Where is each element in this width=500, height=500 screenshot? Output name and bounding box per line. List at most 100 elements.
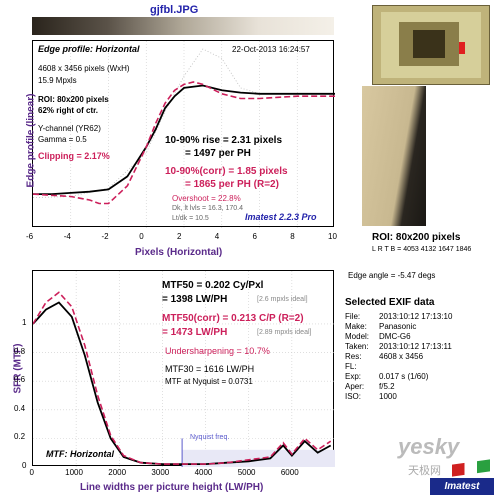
x-tick-label: 0 bbox=[29, 468, 34, 477]
exif-value: 4608 x 3456 bbox=[379, 352, 424, 361]
y-tick-label: 0.8 bbox=[14, 346, 26, 356]
mtf50-lwph: = 1398 LW/PH bbox=[162, 294, 228, 305]
mtf-plot bbox=[32, 270, 335, 467]
x-tick-label: -2 bbox=[101, 232, 109, 241]
exif-row: Exp: 0.017 s (1/60) bbox=[345, 372, 452, 382]
exif-value: Panasonic bbox=[379, 322, 417, 331]
logo-flag bbox=[452, 459, 490, 477]
exif-row: File: 2013:10:12 17:13:10 bbox=[345, 312, 452, 322]
exif-row: Make: Panasonic bbox=[345, 322, 452, 332]
imatest-logo: Imatest bbox=[430, 478, 494, 495]
mtf50corr-ideal: [2.89 mpxls ideal] bbox=[257, 329, 312, 336]
mtf50corr-value: MTF50(corr) = 0.213 C/P (R=2) bbox=[162, 313, 304, 324]
roi-label: ROI: 80x200 pixels bbox=[372, 232, 461, 243]
levels-value: Dk, lt lvls = 16.3, 170.4 bbox=[172, 205, 244, 212]
corrected-series-line bbox=[33, 81, 335, 205]
exif-value: 0.017 s (1/60) bbox=[379, 372, 429, 381]
gradient-strip bbox=[32, 17, 334, 35]
x-tick-label: 2000 bbox=[108, 468, 127, 477]
exif-key: Res: bbox=[345, 352, 362, 361]
mtf-corrected-line bbox=[33, 291, 332, 465]
edge-timestamp: 22-Oct-2013 16:24:57 bbox=[232, 45, 310, 54]
mtf-heading: MTF: Horizontal bbox=[46, 449, 114, 459]
roi-coords: L R T B = 4053 4132 1647 1846 bbox=[372, 246, 472, 253]
mtf50-ideal: [2.6 mpxls ideal] bbox=[257, 296, 308, 303]
watermark-yesky: yesky bbox=[398, 434, 460, 459]
exif-row: FL: bbox=[345, 362, 452, 372]
chart-thumbnail bbox=[372, 5, 490, 85]
x-tick-label: 5000 bbox=[237, 468, 256, 477]
exif-row: Model: DMC-G6 bbox=[345, 332, 452, 342]
edge-heading: Edge profile: Horizontal bbox=[38, 44, 140, 54]
exif-key: Exp: bbox=[345, 372, 362, 381]
mtf50-value: MTF50 = 0.202 Cy/Pxl bbox=[162, 280, 264, 291]
exif-value bbox=[379, 362, 452, 372]
x-tick-label: 4 bbox=[214, 232, 220, 241]
roi-position: 62% right of ctr. bbox=[38, 106, 99, 115]
exif-value: 2013:10:12 17:13:10 bbox=[379, 312, 453, 321]
gamma-info: Gamma = 0.5 bbox=[38, 135, 87, 144]
exif-title: Selected EXIF data bbox=[345, 297, 435, 308]
watermark-cn: 天极网 bbox=[408, 465, 441, 477]
exif-row: Aper: f/5.2 bbox=[345, 382, 452, 392]
exif-value: f/5.2 bbox=[379, 382, 395, 391]
y-tick-label: 0.6 bbox=[14, 375, 26, 385]
exif-key: File: bbox=[345, 312, 361, 321]
exif-key: ISO: bbox=[345, 392, 362, 401]
edge-profile-svg bbox=[33, 41, 335, 228]
imatest-version: Imatest 2.2.3 Pro bbox=[245, 212, 317, 222]
exif-row: Taken: 2013:10:12 17:13:11 bbox=[345, 342, 452, 352]
edge-ylabel: Edge profile (linear) bbox=[25, 93, 37, 188]
edge-profile-plot bbox=[32, 40, 335, 228]
mtf-xlabel: Line widths per picture height (LW/PH) bbox=[80, 482, 264, 493]
overshoot-value: Overshoot = 22.8% bbox=[172, 194, 241, 203]
mtf30-value: MTF30 = 1616 LW/PH bbox=[165, 364, 255, 374]
rise-value: 10-90% rise = 2.31 pixels bbox=[165, 135, 283, 146]
measured-series-line bbox=[33, 84, 335, 195]
y-tick-label: 0.2 bbox=[14, 432, 26, 442]
x-tick-label: 0 bbox=[139, 232, 144, 241]
window-title: gjfbl.JPG bbox=[150, 4, 199, 16]
exif-value: 1000 bbox=[379, 392, 397, 401]
edge-angle: Edge angle = -5.47 degs bbox=[348, 271, 436, 280]
clipping-info: Clipping = 2.17% bbox=[38, 151, 110, 161]
x-tick-label: -6 bbox=[26, 232, 34, 241]
rise-per-ph: = 1497 per PH bbox=[185, 148, 251, 159]
x-tick-label: 2 bbox=[177, 232, 182, 241]
y-tick-label: 0.4 bbox=[14, 403, 26, 413]
mtf50corr-lwph: = 1473 LW/PH bbox=[162, 327, 228, 338]
mtf-svg bbox=[33, 271, 335, 467]
mtf-nyquist-value: MTF at Nyquist = 0.0731 bbox=[165, 377, 253, 386]
x-tick-label: -4 bbox=[63, 232, 71, 241]
x-tick-label: 6000 bbox=[280, 468, 299, 477]
edge-xlabel: Pixels (Horizontal) bbox=[135, 247, 223, 258]
image-mpxls: 15.9 Mpxls bbox=[38, 76, 77, 85]
corr-rise-per-ph: = 1865 per PH (R=2) bbox=[185, 179, 279, 190]
exif-key: Make: bbox=[345, 322, 367, 331]
y-tick-label: 1 bbox=[22, 317, 27, 327]
x-tick-label: 3000 bbox=[151, 468, 170, 477]
exif-row: Res: 4608 x 3456 bbox=[345, 352, 452, 362]
x-tick-label: 1000 bbox=[65, 468, 83, 477]
exif-row: ISO: 1000 bbox=[345, 392, 452, 402]
channel-info: Y-channel (YR62) bbox=[38, 124, 101, 133]
roi-size: ROI: 80x200 pixels bbox=[38, 95, 109, 104]
x-tick-label: 8 bbox=[290, 232, 295, 241]
exif-value: DMC-G6 bbox=[379, 332, 411, 341]
imatest-logo-text: Imatest bbox=[444, 481, 480, 492]
exif-key: Aper: bbox=[345, 382, 365, 391]
roi-crop-image bbox=[362, 86, 426, 226]
x-tick-label: 4000 bbox=[194, 468, 213, 477]
nyquist-label: Nyquist freq. bbox=[190, 434, 230, 441]
x-tick-label: 10 bbox=[328, 232, 337, 241]
ltdk-value: Lt/dk = 10.5 bbox=[172, 215, 209, 222]
exif-key: Taken: bbox=[345, 342, 369, 351]
y-tick-label: 0 bbox=[22, 461, 27, 470]
x-tick-label: 6 bbox=[252, 232, 257, 241]
image-dims: 4608 x 3456 pixels (WxH) bbox=[38, 64, 130, 73]
corr-rise-value: 10-90%(corr) = 1.85 pixels bbox=[165, 166, 288, 177]
undersharpening: Undersharpening = 10.7% bbox=[165, 346, 270, 356]
exif-table: File: 2013:10:12 17:13:10 Make: Panasonic Mo… bbox=[345, 312, 452, 402]
exif-value: 2013:10:12 17:13:11 bbox=[379, 342, 452, 351]
exif-key: FL: bbox=[345, 362, 357, 371]
